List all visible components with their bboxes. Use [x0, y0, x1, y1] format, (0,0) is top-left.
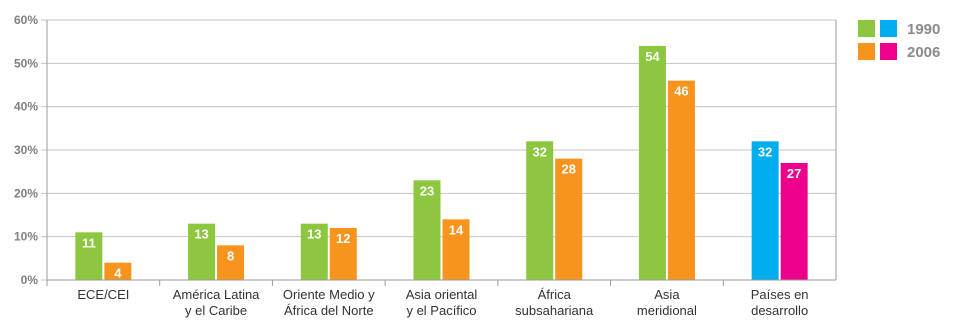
bar-2006	[217, 245, 245, 280]
bar-2006	[329, 228, 357, 280]
data-label: 23	[420, 183, 434, 198]
bar-1990	[188, 223, 216, 280]
data-label: 8	[227, 248, 234, 263]
data-label: 13	[194, 227, 208, 242]
y-tick-label: 20%	[14, 186, 38, 200]
y-tick-label: 60%	[14, 13, 38, 27]
bar-1990	[638, 46, 666, 280]
y-axis: 0% 10% 20% 30% 40% 50% 60%	[14, 13, 837, 287]
bar-2006	[555, 158, 583, 280]
legend-label: 2006	[907, 44, 940, 61]
data-label: 54	[645, 49, 660, 64]
legend: 1990 2006	[858, 20, 940, 61]
legend-swatch	[880, 20, 897, 37]
x-tick-label: África subsahariana	[515, 287, 594, 318]
data-label: 32	[758, 144, 772, 159]
y-tick-label: 30%	[14, 143, 38, 157]
data-label: 12	[336, 231, 350, 246]
y-tick-label: 40%	[14, 100, 38, 114]
x-tick-label: Asia oriental y el Pacífico	[406, 287, 478, 318]
legend-swatch	[858, 43, 875, 60]
legend-swatch	[858, 20, 875, 37]
data-label: 11	[82, 235, 96, 250]
bar-1990	[300, 223, 328, 280]
data-label: 46	[674, 84, 688, 99]
data-label: 28	[561, 162, 575, 177]
bar-1990	[75, 232, 103, 280]
bar-1990	[413, 180, 441, 280]
bar-2006	[442, 219, 470, 280]
x-tick-label: Países en desarrollo	[751, 287, 809, 318]
x-tick-label: Oriente Medio y África del Norte	[283, 287, 375, 318]
y-tick-label: 50%	[14, 56, 38, 70]
bar-2006	[780, 163, 808, 280]
bars: 11 4 13 8 13 12 23 14 32 28 54 46 32 27	[75, 46, 808, 281]
y-tick-label: 0%	[21, 273, 39, 287]
data-label: 14	[449, 222, 464, 237]
y-tick-label: 10%	[14, 230, 38, 244]
x-tick-label: América Latina y el Caribe	[173, 287, 260, 318]
x-tick-label: Asia meridional	[637, 287, 697, 318]
data-label: 13	[307, 227, 321, 242]
data-label: 4	[114, 266, 122, 281]
x-axis: ECE/CEI América Latina y el Caribe Oriente …	[47, 279, 836, 318]
data-label: 27	[787, 166, 801, 181]
x-tick-label: ECE/CEI	[77, 287, 129, 302]
bar-1990	[526, 141, 554, 280]
bar-1990	[751, 141, 779, 280]
data-label: 32	[532, 144, 546, 159]
bar-2006	[104, 262, 132, 280]
legend-swatch	[880, 43, 897, 60]
legend-label: 1990	[907, 21, 940, 38]
bar-2006	[667, 80, 695, 281]
